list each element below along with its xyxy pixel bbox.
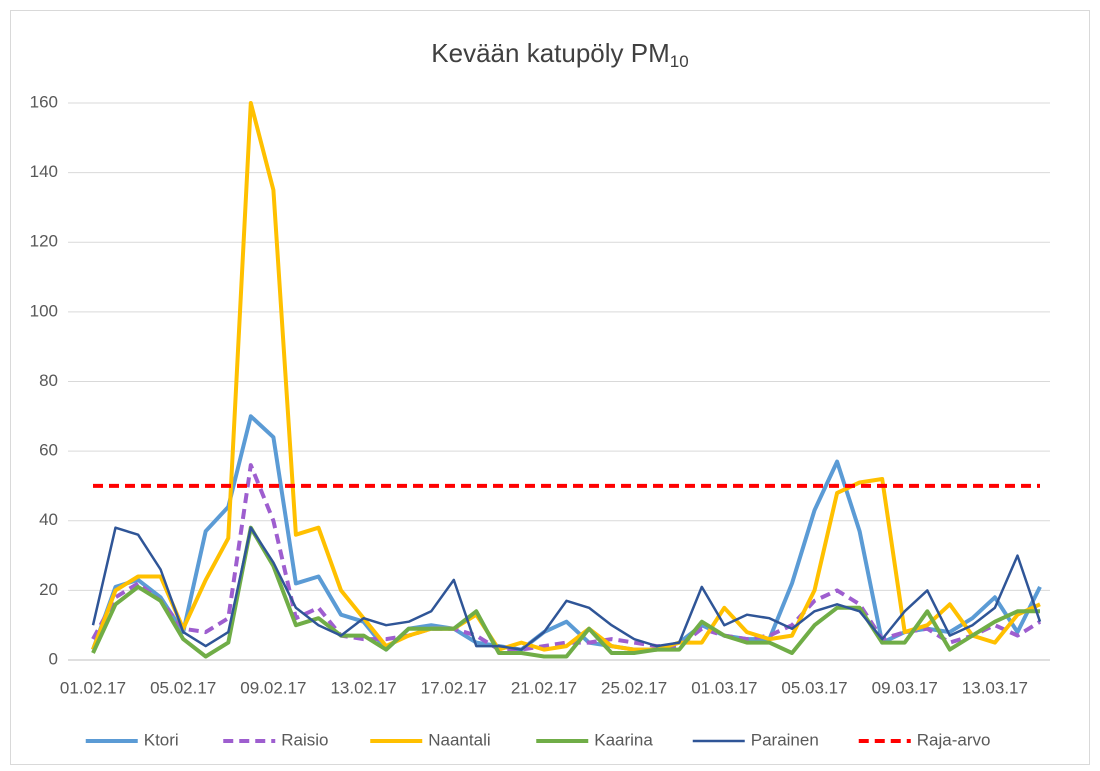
x-tick-label: 05.03.17 — [781, 678, 847, 697]
x-tick-label: 17.02.17 — [421, 678, 487, 697]
x-tick-label: 21.02.17 — [511, 678, 577, 697]
x-tick-label: 01.02.17 — [60, 678, 126, 697]
x-tick-label: 05.02.17 — [150, 678, 216, 697]
legend-label: Ktori — [144, 730, 179, 749]
series-line — [91, 101, 1041, 652]
x-tick-label: 13.03.17 — [962, 678, 1028, 697]
y-tick-label: 100 — [30, 301, 58, 320]
legend-label: Parainen — [751, 730, 819, 749]
series-line — [91, 526, 1042, 651]
y-tick-label: 120 — [30, 232, 58, 251]
y-tick-label: 140 — [30, 162, 58, 181]
x-tick-label: 09.03.17 — [872, 678, 938, 697]
x-tick-label: 01.03.17 — [691, 678, 757, 697]
x-tick-label: 09.02.17 — [240, 678, 306, 697]
legend-label: Naantali — [428, 730, 490, 749]
y-tick-label: 80 — [39, 371, 58, 390]
y-tick-label: 160 — [30, 92, 58, 111]
chart-border — [10, 10, 1090, 765]
y-tick-label: 0 — [49, 649, 58, 668]
legend-label: Raisio — [281, 730, 328, 749]
chart-title: Kevään katupöly PM10 — [431, 38, 688, 72]
title-subscript: 10 — [670, 52, 689, 71]
legend-label: Kaarina — [594, 730, 653, 749]
x-tick-label: 13.02.17 — [330, 678, 396, 697]
y-tick-label: 20 — [39, 580, 58, 599]
x-tick-label: 25.02.17 — [601, 678, 667, 697]
y-tick-label: 40 — [39, 510, 58, 529]
title-main: Kevään katupöly PM — [431, 38, 669, 68]
legend-label: Raja-arvo — [917, 730, 991, 749]
y-tick-label: 60 — [39, 441, 58, 460]
